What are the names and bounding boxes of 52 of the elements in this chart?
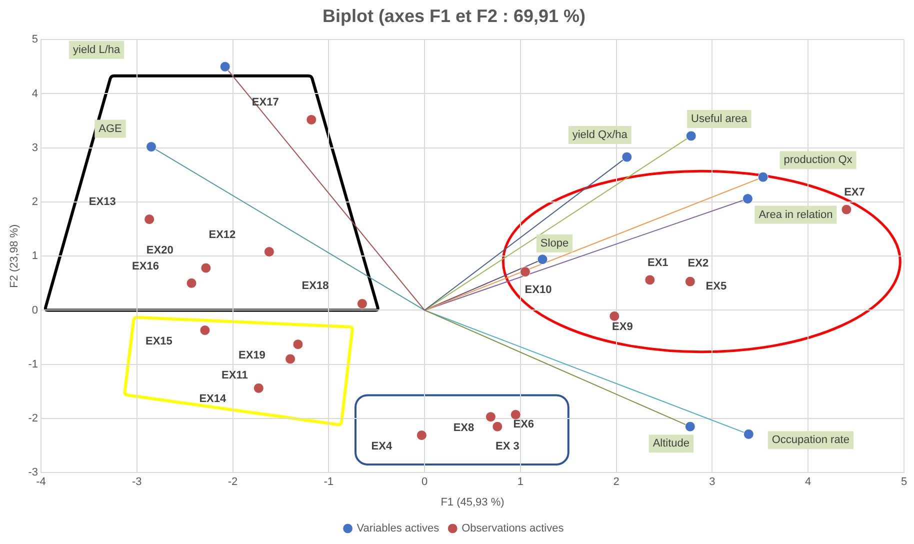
annotation: EX6 — [513, 418, 534, 431]
annotation: yield L/ha — [73, 44, 122, 56]
annotation: Slope — [540, 237, 569, 250]
annotation: EX4 — [371, 440, 393, 452]
annotation: EX1 — [647, 256, 668, 269]
annotation: EX 3 — [495, 440, 520, 453]
y-tick-label: -1 — [28, 358, 38, 370]
y-tick-label: 5 — [32, 34, 38, 46]
annotation: EX8 — [453, 422, 474, 434]
x-tick-label: 4 — [805, 476, 812, 488]
annotation: AGE — [98, 122, 122, 135]
x-axis-title: F1 (45,93 %) — [440, 496, 504, 508]
y-tick-label: 2 — [32, 196, 38, 208]
x-tick-label: -1 — [324, 476, 334, 488]
annotation: EX10 — [524, 284, 552, 296]
annotation: Occupation rate — [772, 434, 850, 446]
x-tick-label: 0 — [421, 476, 428, 488]
x-tick-label: 1 — [517, 476, 524, 488]
y-tick-label: -2 — [28, 412, 38, 425]
legend-label: Variables actives — [356, 522, 440, 535]
annotation: Area in relation — [758, 208, 833, 221]
x-tick-label: -4 — [36, 476, 46, 488]
annotation: EX11 — [222, 370, 248, 382]
annotation: production Qx — [784, 154, 853, 166]
x-tick-label: -2 — [228, 476, 238, 488]
y-tick-label: 3 — [32, 142, 38, 154]
annotation: EX2 — [688, 258, 709, 270]
chart-title: Biplot (axes F1 et F2 : 69,91 %) — [322, 6, 586, 26]
annotation: EX5 — [706, 280, 727, 293]
annotation: EX15 — [145, 335, 172, 348]
annotation: EX7 — [844, 186, 865, 199]
annotation: EX14 — [199, 393, 227, 406]
annotation: EX13 — [88, 196, 116, 208]
annotation: EX12 — [208, 229, 236, 242]
legend-label: Observations actives — [462, 522, 564, 535]
y-tick-label: 0 — [32, 304, 38, 316]
annotation: yield Qx/ha — [572, 129, 628, 142]
annotation: EX18 — [302, 280, 329, 292]
annotation: EX9 — [612, 321, 633, 334]
annotation: EX16 — [132, 260, 159, 272]
y-axis-title: F2 (23,98 %) — [8, 224, 21, 288]
annotation: Useful area — [690, 112, 748, 125]
annotation: EX20 — [146, 244, 174, 257]
x-tick-label: 5 — [900, 476, 908, 488]
y-tick-label: -3 — [28, 466, 38, 479]
y-tick-label: 1 — [32, 250, 38, 262]
x-tick-label: 3 — [709, 476, 716, 488]
x-tick-label: -3 — [132, 476, 142, 488]
annotation: EX19 — [238, 349, 266, 362]
annotation: Altitude — [652, 438, 690, 450]
y-tick-label: 4 — [32, 88, 38, 100]
x-tick-label: 2 — [613, 476, 620, 488]
